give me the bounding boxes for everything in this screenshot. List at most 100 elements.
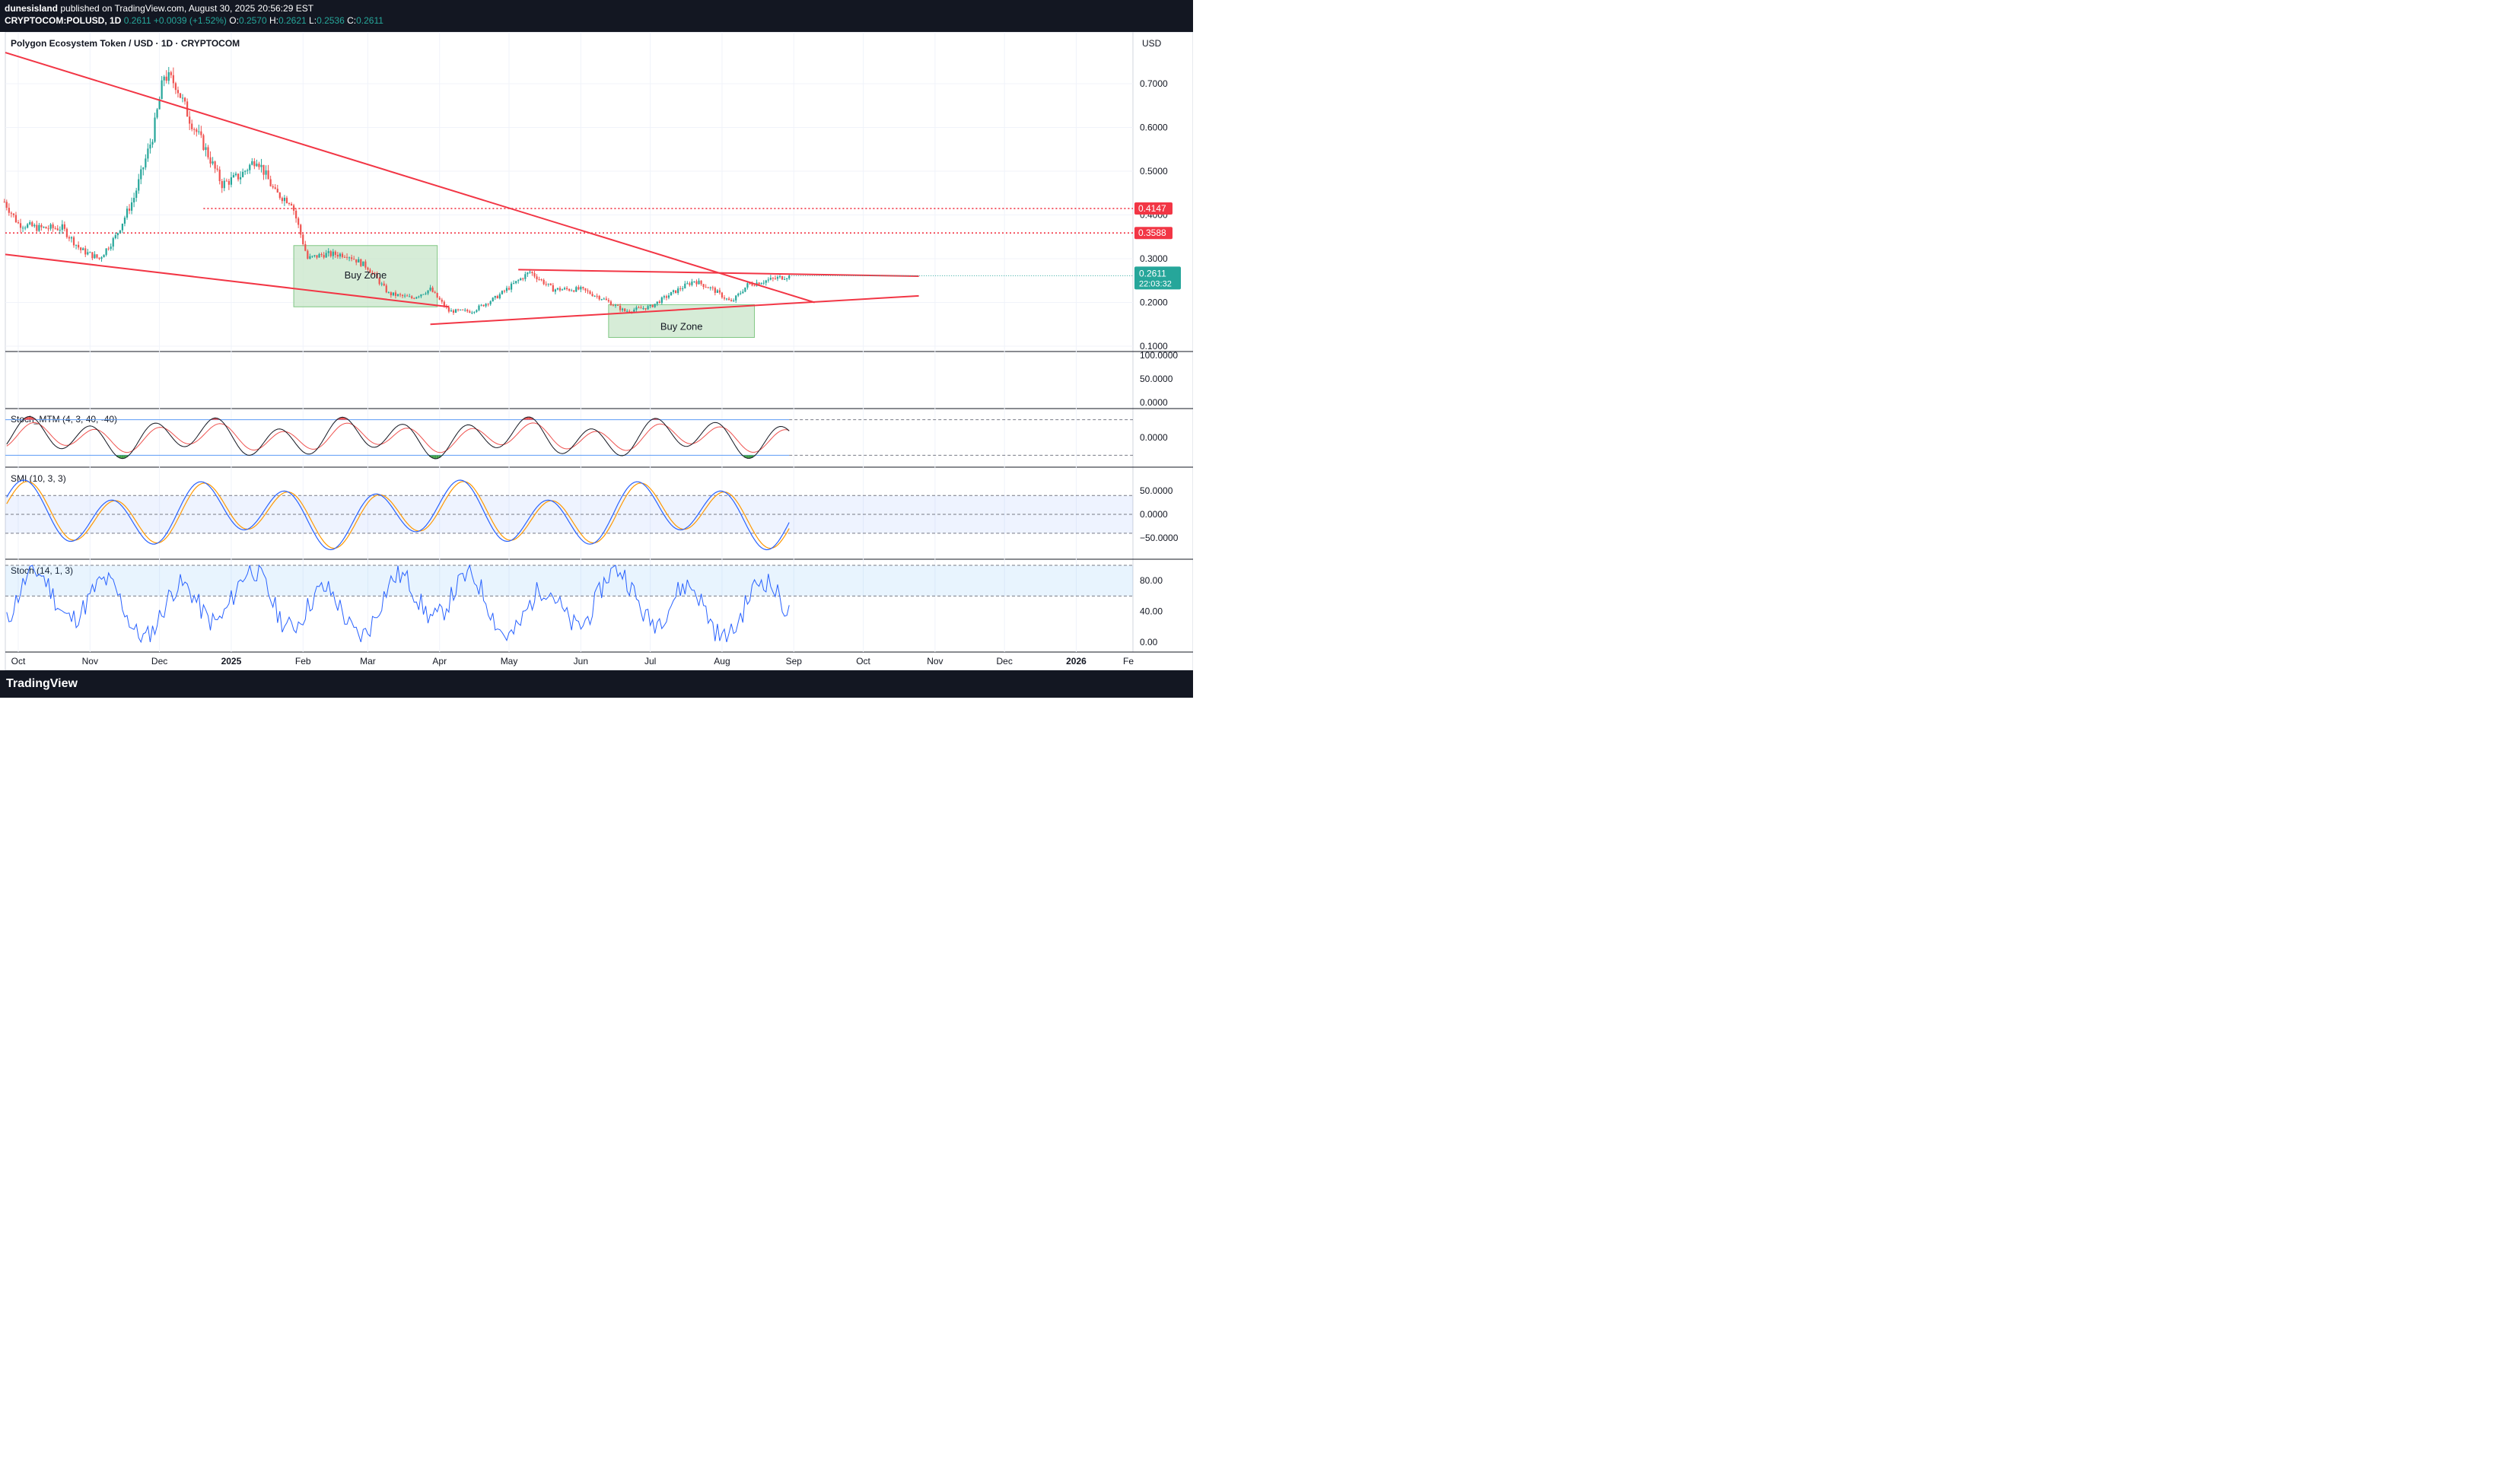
indicator-title: SMI (10, 3, 3) [11,473,66,484]
candle-body [84,248,87,255]
candle-body [762,282,765,284]
candle-body [12,213,15,215]
candle-body [769,278,772,280]
candle-body [605,298,607,301]
candle-body [686,283,689,285]
candle-body [723,297,726,299]
candle-body [545,284,547,285]
author-name[interactable]: dunesisland [5,3,59,14]
candle-body [288,203,291,205]
candle-body [665,296,668,298]
candle-body [660,297,663,304]
candle-body [202,135,205,151]
candle-body [207,147,209,157]
candle-body [480,304,482,306]
candle-body [191,123,193,129]
x-tick-label: 2025 [221,656,242,667]
candle-body [200,131,202,135]
candle-body [718,290,721,293]
candle-body [450,310,453,312]
candle-body [179,93,182,98]
candle-body [396,294,399,296]
stoch-mtm-line [6,415,790,460]
candle-body [533,273,536,277]
candle-body [313,255,316,256]
high-label: H: [269,15,278,26]
candle-body [540,279,542,281]
published-text: published on TradingView.com, August 30,… [60,3,314,14]
candle-body [59,230,61,231]
y-tick-label: 0.2000 [1140,297,1168,308]
candle-body [524,274,527,279]
high-value: 0.2621 [278,15,307,26]
candle-body [612,305,615,307]
candle-body [682,288,684,290]
candle-body [14,215,18,223]
candle-body [327,251,329,253]
candle-body [119,230,121,234]
candle-body [89,252,91,253]
candle-body [619,305,622,310]
stoch-band [5,565,1133,597]
candle-body [536,276,538,280]
candle-body [232,175,235,178]
candle-body [466,310,469,312]
candle-body [130,202,133,211]
candle-body [609,301,612,306]
candle-body [383,283,385,286]
candle-body [52,224,54,228]
candle-body [510,283,513,290]
candle-body [691,282,693,285]
y-tick-label: 100.0000 [1140,350,1178,361]
x-tick-label: Nov [927,656,943,667]
stoch-mtm-signal-line [6,422,790,453]
indicator-title: Stoch_MTM (4, 3, 40, -40) [11,414,117,425]
buy-zone-label: Buy Zone [660,321,703,332]
candle-body [420,294,422,297]
candle-body [441,299,443,302]
candle-body [98,257,100,259]
candle-body [300,224,302,235]
candle-body [323,255,325,258]
smi-signal-line [6,481,790,549]
x-tick-label: Aug [714,656,730,667]
candle-body [256,164,258,167]
candle-body [614,304,617,306]
candlestick-series [3,67,791,315]
candle-body [485,304,487,307]
candle-body [68,237,71,239]
candle-body [121,223,124,231]
candle-body [318,253,320,258]
candle-body [651,304,654,307]
current-price-label: 0.2611 [1139,268,1166,278]
chart-area[interactable]: Oct Nov Dec 2025 Feb Mar Apr May Jun Jul Aug Sep Oct… [0,32,1193,670]
candle-body [784,278,786,280]
candle-body [642,308,644,310]
candle-body [390,292,392,296]
candle-body [133,198,135,202]
candle-body [316,255,318,258]
candle-body [758,282,760,285]
candle-body [116,233,119,236]
candle-body [700,280,702,285]
candle-body [274,187,276,189]
candle-body [358,259,360,262]
x-tick-label: Jul [644,656,656,667]
candle-body [221,181,223,189]
candle-body [501,291,504,294]
candle-body [325,253,327,258]
y-tick-label: 0.6000 [1140,122,1168,133]
candle-body [278,192,281,199]
candle-body [654,304,656,307]
x-tick-label: Oct [856,656,870,667]
candle-body [336,254,339,257]
candle-body [670,291,673,296]
tradingview-logo-icon[interactable]: TradingView [6,677,78,691]
candle-body [339,253,342,257]
symbol-label[interactable]: CRYPTOCOM:POLUSD, 1D [5,15,122,26]
candle-body [498,294,501,299]
candle-body [765,280,767,283]
candle-body [716,290,718,293]
candle-body [517,280,520,282]
y-tick-label: 0.7000 [1140,78,1168,89]
